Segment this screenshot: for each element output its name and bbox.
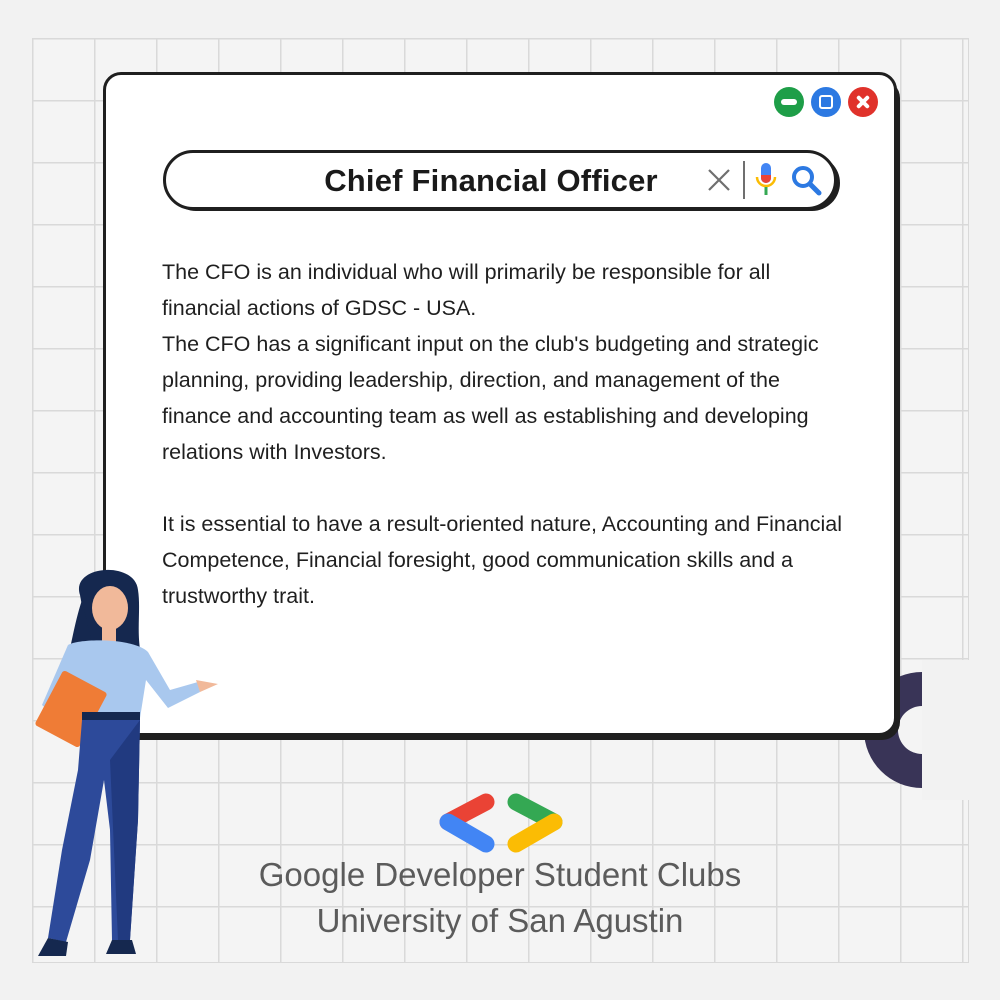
org-name: Google Developer Student Clubs bbox=[258, 856, 742, 893]
maximize-icon[interactable] bbox=[811, 87, 841, 117]
presenter-illustration bbox=[35, 569, 218, 956]
close-icon[interactable] bbox=[848, 87, 878, 117]
microphone-icon[interactable] bbox=[753, 161, 779, 199]
gdsc-logo-icon bbox=[439, 793, 563, 853]
search-icon[interactable] bbox=[790, 164, 822, 196]
paragraph-responsibility: The CFO is an individual who will primar… bbox=[162, 260, 771, 320]
role-description: The CFO is an individual who will primar… bbox=[162, 254, 852, 614]
clear-icon[interactable] bbox=[704, 165, 734, 195]
minimize-icon[interactable] bbox=[774, 87, 804, 117]
search-bar[interactable]: Chief Financial Officer bbox=[163, 150, 837, 210]
page-margin bbox=[922, 660, 1000, 800]
search-divider bbox=[743, 161, 745, 199]
window-controls bbox=[774, 87, 878, 117]
paragraph-requirements: It is essential to have a result-oriente… bbox=[162, 512, 843, 608]
university-name: University of San Agustin bbox=[316, 902, 684, 939]
search-input[interactable]: Chief Financial Officer bbox=[324, 163, 658, 198]
paragraph-role-details: The CFO has a significant input on the c… bbox=[162, 332, 819, 464]
